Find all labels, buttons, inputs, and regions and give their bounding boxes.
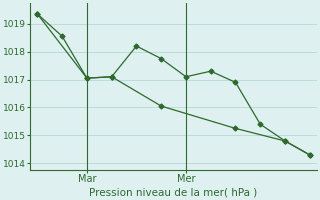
X-axis label: Pression niveau de la mer( hPa ): Pression niveau de la mer( hPa ) (90, 187, 258, 197)
